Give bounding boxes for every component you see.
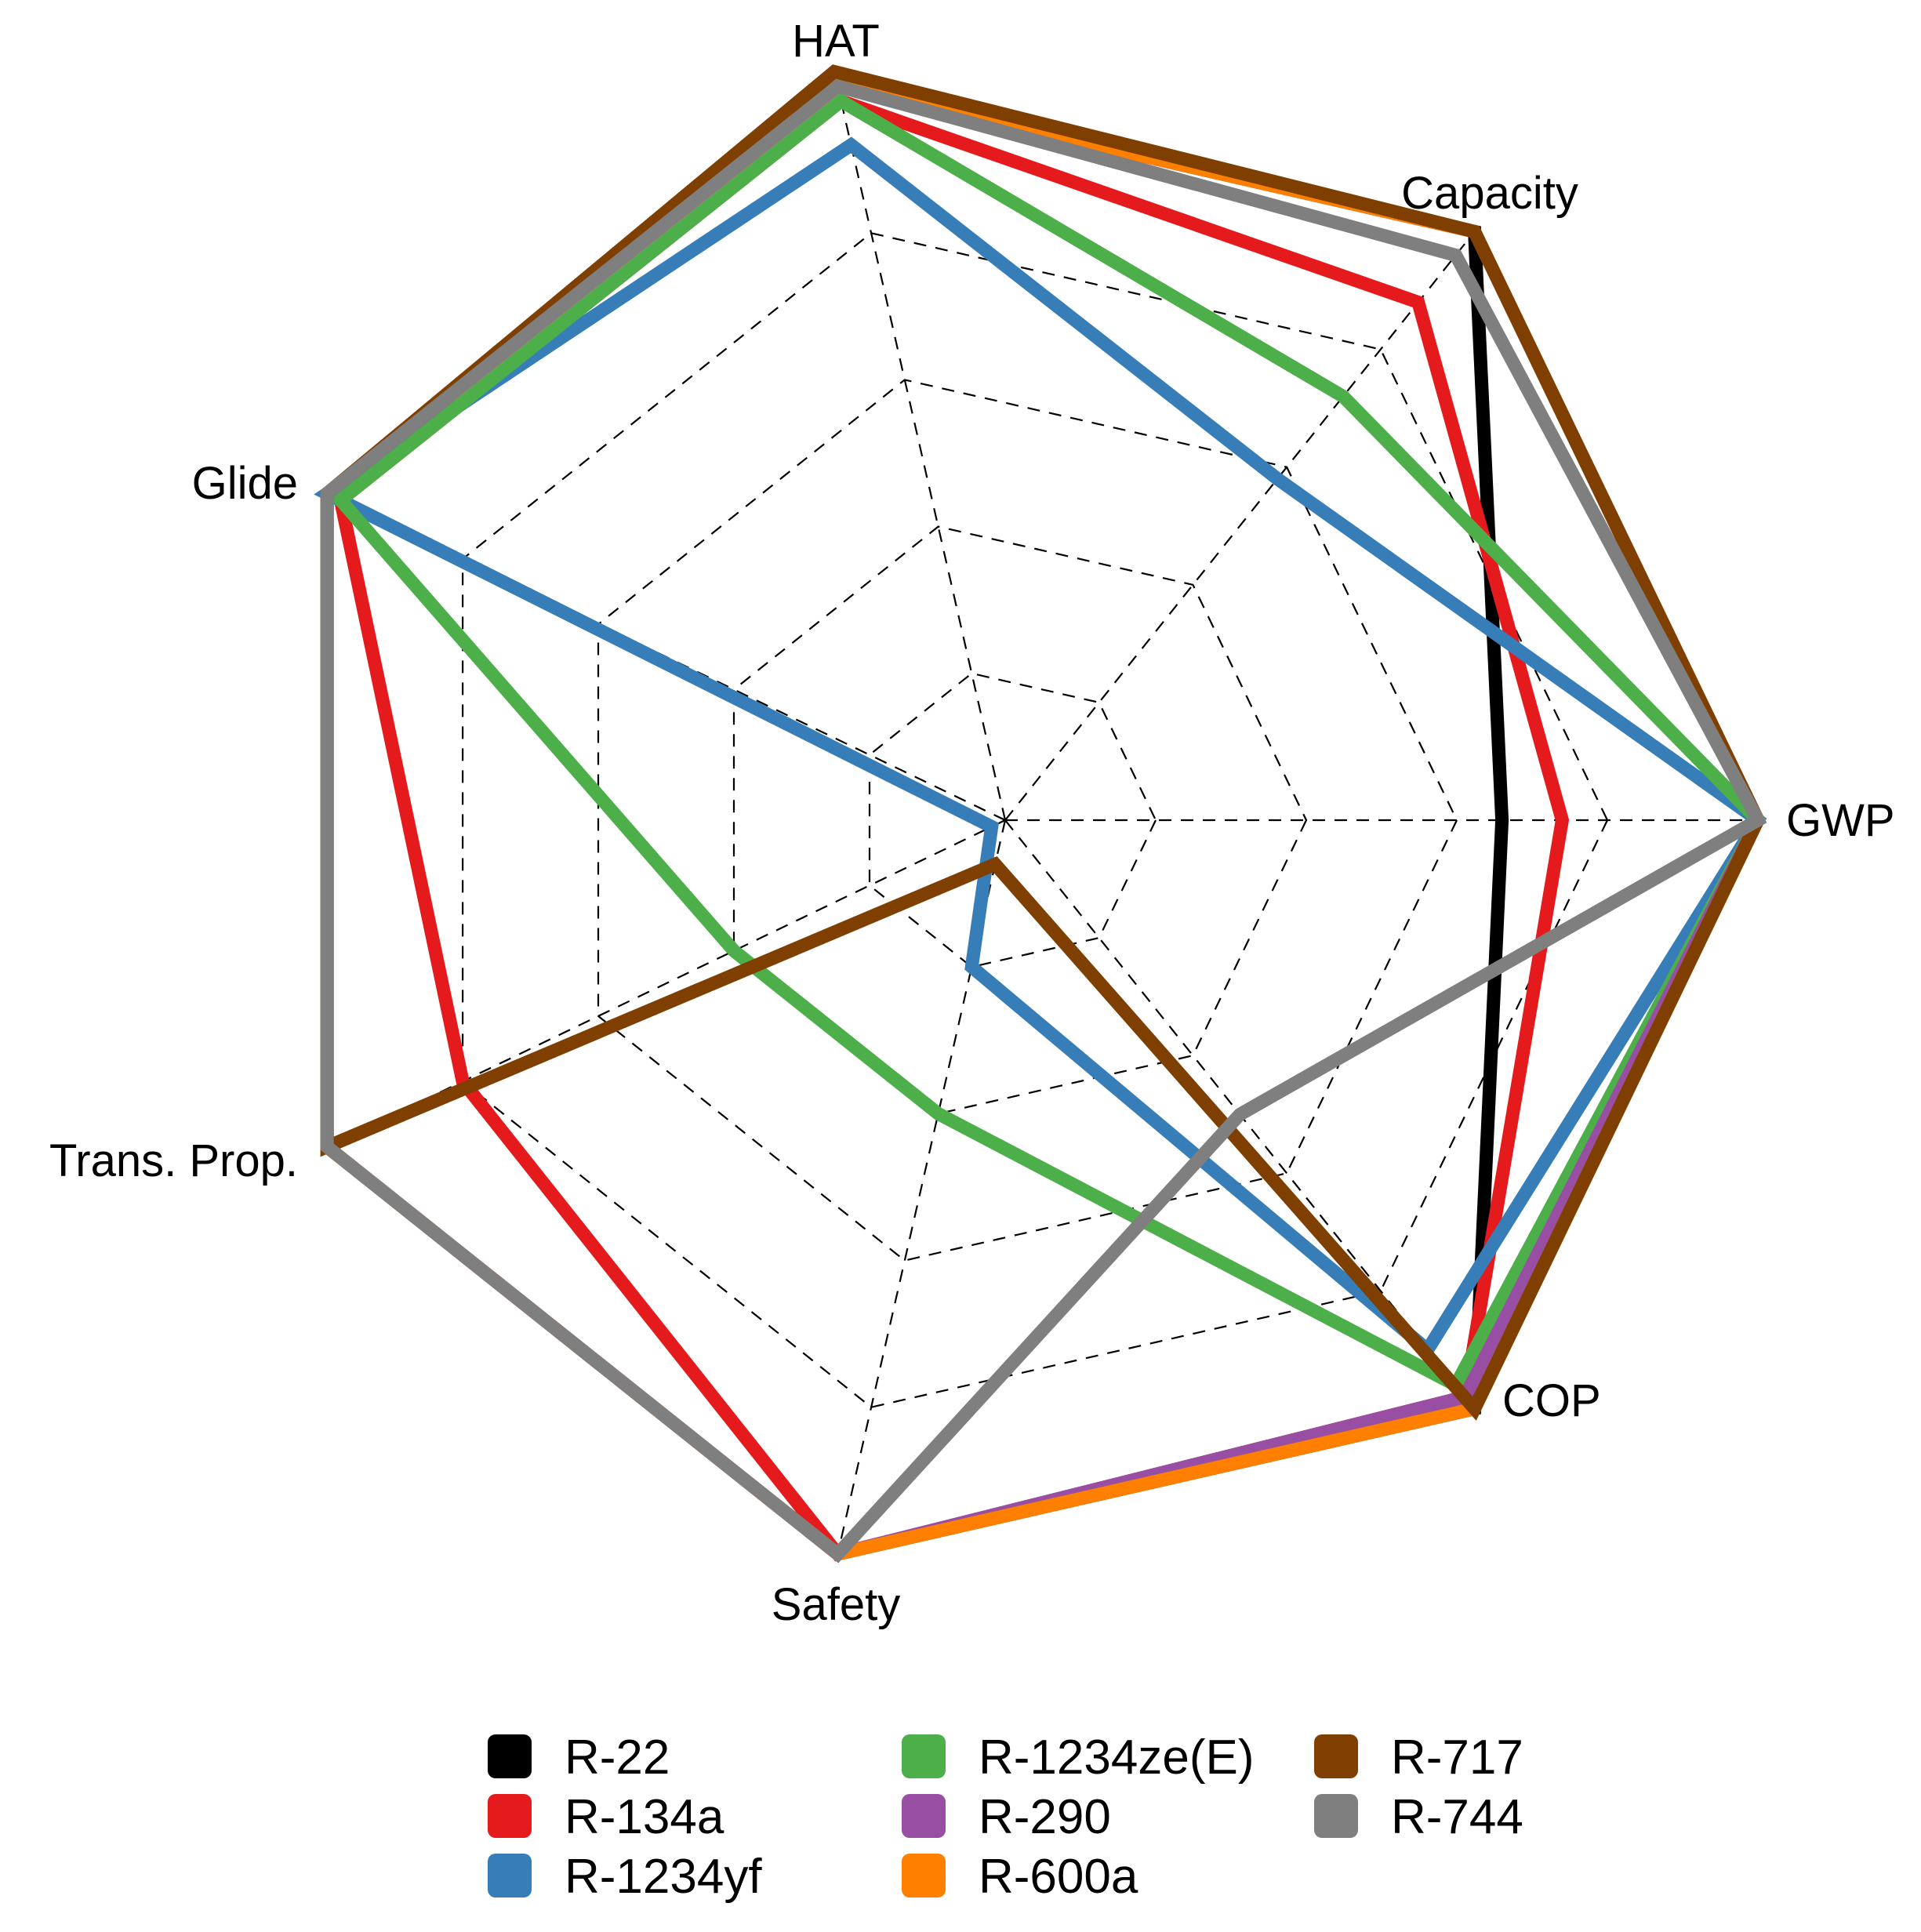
series-line-r-744 bbox=[320, 78, 1767, 1563]
legend-swatch-r-1234yf bbox=[488, 1854, 532, 1898]
legend-item-r-22: R-22 bbox=[488, 1730, 670, 1785]
legend-item-r-744: R-744 bbox=[1314, 1790, 1523, 1844]
legend-label-r-717: R-717 bbox=[1391, 1730, 1523, 1785]
spoke-safety bbox=[837, 819, 1007, 1555]
spoke-hat bbox=[837, 85, 1007, 821]
legend-swatch-r-1234ze-e bbox=[902, 1734, 946, 1778]
legend-swatch-r-22 bbox=[488, 1734, 532, 1778]
axis-labels: GWP COP Safety Trans. Prop. Glide HAT Capacity bbox=[49, 16, 1895, 1630]
legend-swatch-r-744 bbox=[1314, 1794, 1358, 1838]
legend-label-r-1234yf: R-1234yf bbox=[565, 1850, 762, 1904]
legend-item-r-290: R-290 bbox=[902, 1790, 1111, 1844]
series-line-r-1234yf bbox=[314, 136, 1767, 1360]
legend-item-r-134a: R-134a bbox=[488, 1790, 724, 1844]
legend-item-r-600a: R-600a bbox=[902, 1850, 1138, 1904]
axis-label-safety: Safety bbox=[772, 1579, 900, 1630]
axis-label-gwp: GWP bbox=[1786, 795, 1895, 846]
axis-label-trans-prop: Trans. Prop. bbox=[49, 1135, 298, 1186]
legend-swatch-r-600a bbox=[902, 1854, 946, 1898]
grid-ring-2 bbox=[732, 525, 1308, 1115]
legend-label-r-134a: R-134a bbox=[565, 1790, 724, 1844]
legend-label-r-1234ze-e: R-1234ze(E) bbox=[979, 1730, 1254, 1785]
legend-label-r-744: R-744 bbox=[1391, 1790, 1523, 1844]
legend-item-r-717: R-717 bbox=[1314, 1730, 1523, 1785]
legend-label-r-290: R-290 bbox=[979, 1790, 1111, 1844]
series-layer bbox=[314, 64, 1767, 1563]
legend-swatch-r-290 bbox=[902, 1794, 946, 1838]
series-line-r-22 bbox=[320, 78, 1509, 1562]
axis-label-capacity: Capacity bbox=[1401, 168, 1578, 219]
grid-ring-3 bbox=[597, 379, 1458, 1262]
legend-swatch-r-134a bbox=[488, 1794, 532, 1838]
grid-ring-4 bbox=[461, 232, 1609, 1408]
legend-swatch-r-717 bbox=[1314, 1734, 1358, 1778]
series-line-r-1234ze-e bbox=[331, 93, 1767, 1394]
legend: R-22R-134a R-1234yf R-1234ze(E)R-290 R-600a… bbox=[488, 1730, 1523, 1904]
legend-label-r-600a: R-600a bbox=[979, 1850, 1138, 1904]
legend-item-r-1234yf: R-1234yf bbox=[488, 1850, 762, 1904]
axis-label-cop: COP bbox=[1502, 1375, 1601, 1426]
legend-item-r-1234ze-e: R-1234ze(E) bbox=[902, 1730, 1254, 1785]
spoke-capacity bbox=[1004, 231, 1476, 821]
axis-label-hat: HAT bbox=[792, 16, 880, 67]
series-line-r-134a bbox=[333, 93, 1570, 1562]
legend-label-r-22: R-22 bbox=[565, 1730, 670, 1785]
axis-label-glide: Glide bbox=[192, 458, 298, 509]
